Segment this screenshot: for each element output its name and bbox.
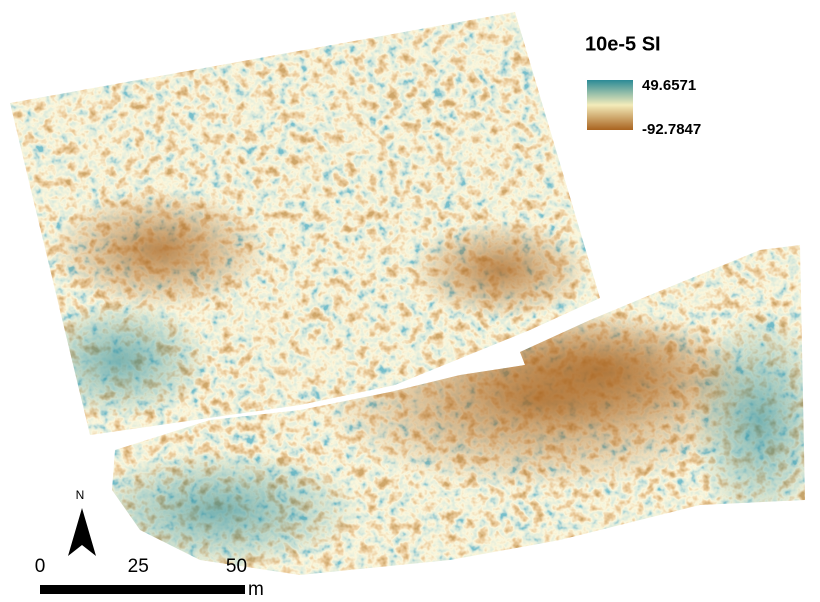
legend-low: -92.7847 — [642, 121, 701, 138]
scale-unit: m — [248, 579, 264, 600]
scale-label: 25 — [128, 556, 149, 577]
scale-bar — [40, 585, 245, 594]
legend-title: 10e-5 SI — [585, 33, 661, 55]
scale-label: 50 — [226, 556, 247, 577]
scale-label: 0 — [35, 556, 46, 577]
north-label: N — [76, 488, 85, 502]
legend-ramp — [587, 80, 633, 130]
north-arrow — [68, 508, 96, 556]
legend-high: 49.6571 — [642, 77, 696, 94]
map: 10e-5 SI 49.6571 -92.7847 N 0 25 50m — [0, 0, 820, 602]
